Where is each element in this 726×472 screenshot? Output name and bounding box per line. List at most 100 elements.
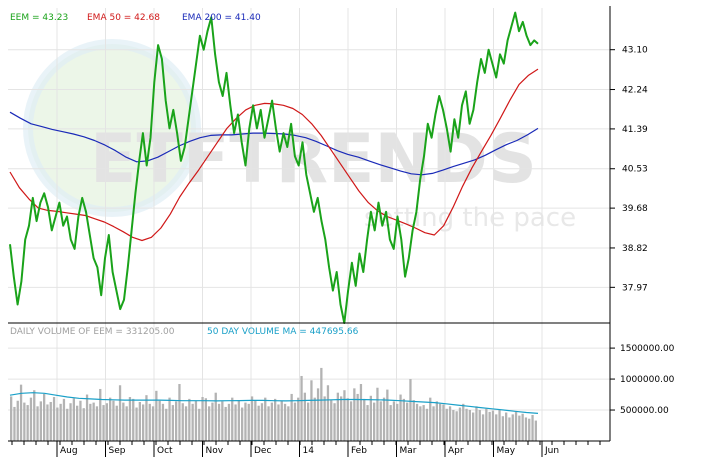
- volume-bar: [435, 401, 438, 441]
- volume-bar: [283, 403, 287, 441]
- volume-bar: [95, 406, 99, 441]
- volume-bar: [19, 384, 23, 441]
- volume-bar: [33, 390, 36, 441]
- volume-bar: [491, 410, 495, 441]
- volume-bar: [227, 403, 231, 441]
- volume-bar: [118, 385, 122, 441]
- volume-bar: [155, 390, 158, 441]
- volume-bar: [138, 401, 141, 441]
- volume-bar: [353, 388, 356, 441]
- volume-bar: [340, 396, 343, 441]
- volume-bar: [161, 403, 165, 441]
- volume-bar: [254, 400, 257, 441]
- volume-bar: [290, 393, 293, 441]
- volume-bar: [495, 414, 498, 441]
- volume-bar: [396, 403, 399, 441]
- date-tick-label: Mar: [400, 446, 417, 456]
- volume-bar: [330, 400, 333, 441]
- volume-bar: [26, 405, 29, 441]
- volume-bar: [201, 397, 204, 441]
- watermark-globe-ring: [23, 39, 201, 217]
- price-tick-label: 38.82: [622, 244, 648, 254]
- volume-bar: [165, 408, 168, 441]
- volume-bar: [260, 403, 264, 441]
- volume-bar: [481, 414, 485, 441]
- watermark-brand: ETFTRENDS: [90, 120, 537, 199]
- volume-bar: [82, 408, 85, 441]
- eem-price-line: [9, 11, 539, 324]
- volume-bar: [425, 408, 429, 441]
- volume-bar: [59, 403, 62, 441]
- volume-bar: [363, 398, 366, 441]
- volume-bar: [135, 407, 138, 441]
- volume-bar: [297, 397, 300, 441]
- volume-bar: [234, 404, 237, 441]
- volume-bar: [472, 412, 475, 441]
- volume-bars: [10, 367, 537, 441]
- volume-bar: [528, 418, 531, 441]
- volume-bar: [280, 400, 283, 441]
- volume-bar: [76, 405, 79, 441]
- volume-bar: [188, 398, 191, 441]
- price-tick-label: 43.10: [622, 46, 648, 56]
- volume-bar: [122, 402, 125, 441]
- volume-bar: [392, 401, 396, 441]
- volume-bar: [29, 397, 33, 441]
- volume-bar: [429, 397, 432, 441]
- date-axis-ticks: Aug Sep Oct Nov Dec 14 Feb Mar Apr May Jun: [11, 441, 601, 457]
- volume-bar: [462, 403, 465, 441]
- volume-bar: [531, 414, 534, 441]
- volume-bar: [346, 398, 349, 441]
- volume-bar: [181, 403, 184, 441]
- volume-bar: [217, 403, 221, 441]
- volume-bar: [293, 402, 297, 441]
- volume-bar: [442, 404, 445, 441]
- volume-bar: [244, 402, 247, 441]
- volume-bar: [39, 401, 42, 441]
- volume-bar: [485, 408, 488, 441]
- volume-bar: [72, 398, 75, 441]
- volume-bar: [198, 408, 201, 441]
- volume-bar: [92, 402, 95, 441]
- price-lines: [9, 11, 539, 414]
- date-tick-label: 14: [303, 446, 315, 456]
- legend: EEM = 43.23 EMA 50 = 42.68 EMA 200 = 41.…: [10, 13, 261, 23]
- volume-bar: [313, 397, 316, 441]
- volume-bar: [452, 410, 455, 441]
- volume-bar: [125, 406, 128, 441]
- volume-bar: [184, 406, 188, 441]
- volume-bar: [132, 398, 135, 441]
- volume-bar: [191, 403, 194, 441]
- volume-bar: [214, 392, 217, 441]
- grid: [8, 8, 610, 441]
- volume-bar: [382, 397, 386, 441]
- volume-bar: [62, 398, 66, 441]
- volume-bar: [448, 406, 452, 441]
- volume-bar: [46, 404, 49, 441]
- volume-bar: [56, 407, 59, 441]
- volume-bar: [356, 393, 359, 441]
- volume-bar: [79, 400, 82, 441]
- volume-bar: [445, 408, 448, 441]
- volume-bar: [211, 402, 214, 441]
- volume-bar: [287, 406, 290, 441]
- volume-bar: [518, 415, 521, 441]
- price-tick-label: 39.68: [622, 204, 648, 214]
- volume-bar: [505, 412, 508, 441]
- volume-bar: [439, 403, 442, 441]
- volume-bar: [366, 405, 369, 441]
- price-tick-label: 42.24: [622, 86, 648, 96]
- volume-bar: [247, 403, 250, 441]
- volume-bar: [376, 387, 379, 441]
- legend-ema50: EMA 50 = 42.68: [87, 13, 160, 23]
- volume-bar: [23, 402, 26, 441]
- price-tick-label: 40.53: [622, 165, 648, 175]
- volume-legend: DAILY VOLUME OF EEM = 331205.00 50 DAY V…: [10, 327, 359, 337]
- volume-bar: [511, 414, 514, 441]
- volume-bar: [343, 390, 346, 441]
- volume-bar: [455, 411, 458, 441]
- volume-tick-label: 500000.00: [620, 406, 669, 416]
- volume-bar: [310, 380, 313, 441]
